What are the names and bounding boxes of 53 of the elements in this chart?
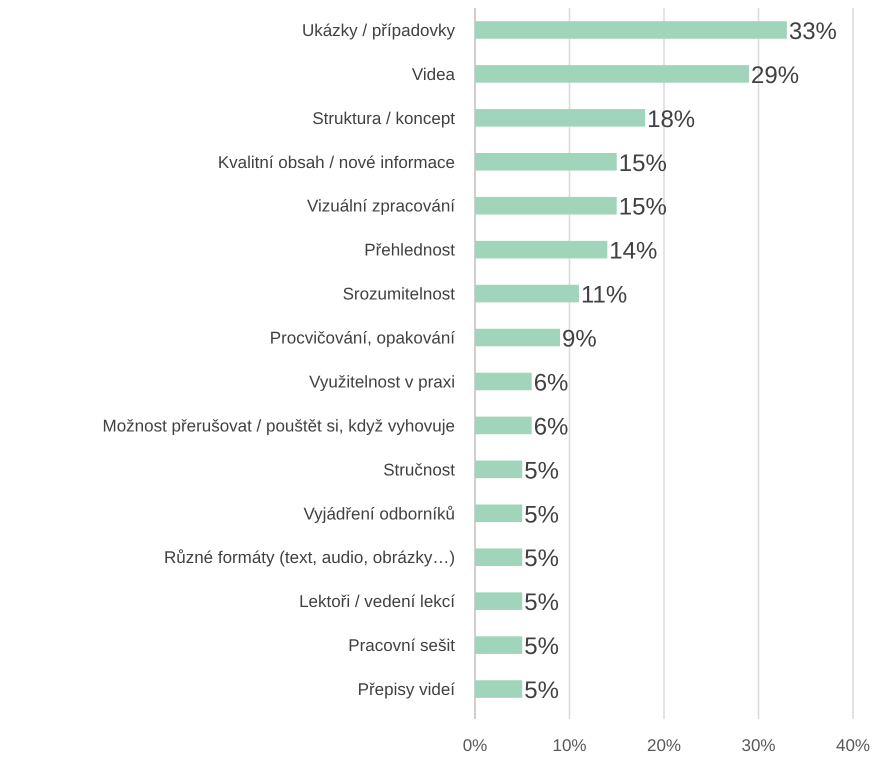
data-label: 6% [534,413,568,440]
y-tick-label: Stručnost [383,460,456,480]
y-tick-label: Srozumitelnost [342,284,456,304]
bar [475,240,608,258]
y-tick-label: Procvičování, opakování [270,328,456,348]
bar [475,636,522,654]
x-tick-label: 30% [741,736,776,755]
bar [475,504,522,522]
bar [475,592,522,610]
y-tick-label: Struktura / koncept [312,108,456,128]
bar [475,152,617,171]
y-tick-label: Videa [412,64,456,84]
y-tick-label: Vizuální zpracování [306,196,456,216]
bar [475,416,532,434]
x-tick-label: 20% [646,736,682,755]
y-tick-label: Pracovní sešit [348,636,456,656]
x-tick-label: 10% [552,736,587,755]
y-tick-label: Ukázky / případovky [302,20,456,40]
y-tick-label: Přehlednost [364,240,456,260]
bar [475,548,522,566]
bar [475,65,750,83]
y-tick-label: Možnost přerušovat / pouštět si, když vyhovuje [102,416,455,436]
bar [475,196,617,215]
y-tick-label: Kvalitní obsah / nové informace [218,152,455,172]
bar [475,460,522,478]
x-tick-label: 0% [462,736,488,755]
data-label: 18% [647,106,696,133]
data-label: 5% [524,677,559,704]
data-label: 5% [524,545,559,572]
data-label: 5% [524,501,559,528]
bar [475,372,532,390]
data-label: 33% [788,18,837,45]
y-tick-label: Využitelnost v praxi [309,372,455,392]
data-label: 6% [534,369,568,396]
bar [475,680,522,698]
bar [475,109,646,127]
y-tick-label: Lektoři / vedení lekcí [299,592,456,612]
data-label: 15% [618,150,667,177]
data-label: 29% [751,62,800,89]
y-tick-label: Různé formáty (text, audio, obrázky…) [164,548,455,568]
bar [475,21,787,39]
x-tick-label: 40% [836,736,870,755]
bar [475,328,560,346]
y-tick-label: Vyjádření odborníků [303,504,455,524]
data-label: 5% [524,457,559,484]
bar [475,284,579,302]
data-label: 14% [609,238,658,265]
data-label: 9% [562,326,597,353]
data-label: 15% [618,194,667,221]
data-label: 5% [524,589,559,616]
data-label: 5% [524,633,559,660]
data-label: 11% [580,282,628,309]
y-tick-label: Přepisy videí [358,680,456,700]
